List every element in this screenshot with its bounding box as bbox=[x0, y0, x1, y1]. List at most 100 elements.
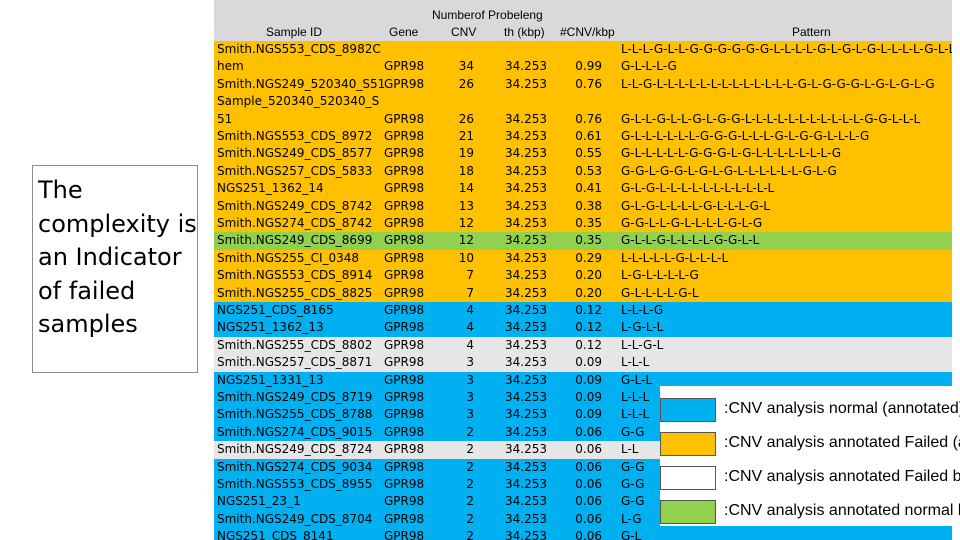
pattern-cell: L-L-G-L-L-L-L-L-L-L-L-L-L-L-L-L-G-L-G-G-… bbox=[621, 76, 935, 91]
probe-length-cell: 34.253 bbox=[505, 494, 547, 509]
cnv-count-cell: 19 bbox=[458, 146, 474, 161]
probe-length-cell: 34.253 bbox=[505, 390, 547, 404]
sample-id-cell: NGS251_CDS_8165 bbox=[217, 303, 334, 317]
sample-id-cell: Smith.NGS255_CI_0348 bbox=[217, 250, 360, 265]
sample-id-cell: Smith.NGS249_CDS_8719 bbox=[217, 390, 373, 404]
cnv-per-kbp-cell: 0.12 bbox=[575, 337, 602, 352]
pattern-cell: L-G-L-L bbox=[621, 320, 664, 335]
table-row: Smith.NGS257_CDS_8871 GPR98 3 34.253 0.09 L-L… bbox=[214, 354, 952, 372]
gene-cell: GPR98 bbox=[384, 511, 425, 526]
table-row: Smith.NGS255_CDS_8802 GPR98 4 34.253 0.12 L-L… bbox=[214, 336, 952, 355]
probe-length-cell: 34.253 bbox=[505, 181, 547, 196]
gene-cell: GPR98 bbox=[384, 442, 425, 457]
sample-id-cell: 51 bbox=[217, 111, 233, 126]
pattern-cell: G-G-L-L-G-L-L-L-L-G-L-G bbox=[621, 216, 763, 230]
probe-length-cell: 34.253 bbox=[505, 477, 547, 491]
gene-cell: GPR98 bbox=[384, 59, 425, 74]
cnv-count-cell: 13 bbox=[458, 198, 474, 213]
cnv-per-kbp-cell: 0.55 bbox=[575, 146, 602, 161]
sample-id-cell: NGS251_CDS_8141 bbox=[217, 529, 334, 540]
cnv-per-kbp-cell: 0.09 bbox=[575, 407, 602, 422]
probe-length-cell: 34.253 bbox=[505, 337, 547, 352]
cnv-per-kbp-cell: 0.09 bbox=[575, 390, 602, 404]
table-row: Smith.NGS249_CDS_8742 GPR98 13 34.253 0.38 G-… bbox=[214, 197, 952, 215]
sample-id-cell: NGS251_1362_14 bbox=[217, 181, 324, 196]
legend-label: :CNV analysis normal (annotated) bbox=[724, 400, 960, 417]
gene-cell: GPR98 bbox=[384, 163, 425, 178]
cnv-per-kbp-cell: 0.06 bbox=[575, 424, 602, 439]
probe-length-cell: 34.253 bbox=[505, 303, 547, 317]
cnv-count-cell: 26 bbox=[458, 76, 474, 91]
pattern-cell: L-G-L-L-L-L-G bbox=[621, 268, 699, 283]
probe-length-cell: 34.253 bbox=[505, 442, 547, 457]
gene-cell: GPR98 bbox=[384, 146, 425, 161]
table-row: Smith.NGS553_CDS_8914 GPR98 7 34.253 0.20 L-G… bbox=[214, 267, 952, 285]
probe-length-cell: 34.253 bbox=[505, 59, 547, 74]
cnv-count-cell: 12 bbox=[458, 216, 474, 230]
gene-cell: GPR98 bbox=[384, 198, 425, 213]
sample-id-cell: Smith.NGS257_CDS_8871 bbox=[217, 355, 373, 370]
gene-cell: GPR98 bbox=[384, 494, 425, 509]
pattern-cell: L-L-L bbox=[621, 355, 650, 370]
sample-id-cell: Smith.NGS249_520340_S51 bbox=[217, 76, 386, 91]
cnv-count-cell: 34 bbox=[458, 59, 474, 74]
probe-length-cell: 34.253 bbox=[505, 233, 547, 248]
table-row: Smith.NGS255_CI_0348 GPR98 10 34.253 0.29 L-L… bbox=[214, 249, 952, 268]
probe-length-cell: 34.253 bbox=[505, 163, 547, 178]
pattern-cell: G-G bbox=[621, 459, 645, 474]
probe-length-cell: 34.253 bbox=[505, 372, 547, 387]
cnv-per-kbp-cell: 0.35 bbox=[575, 233, 602, 248]
pattern-cell: G-L-L-L-G bbox=[621, 59, 677, 74]
cnv-count-cell: 2 bbox=[466, 424, 474, 439]
cnv-count-cell: 21 bbox=[458, 129, 474, 143]
cnv-count-cell: 4 bbox=[466, 337, 474, 352]
probe-length-cell: 34.253 bbox=[505, 111, 547, 126]
cnv-per-kbp-cell: 0.12 bbox=[575, 303, 602, 317]
cnv-per-kbp-cell: 0.12 bbox=[575, 320, 602, 335]
cnv-per-kbp-cell: 0.38 bbox=[575, 198, 602, 213]
probe-length-cell: 34.253 bbox=[505, 355, 547, 370]
legend-item: :CNV analysis annotated normal bu bbox=[660, 500, 960, 530]
pattern-cell: G-L-L-G-L-L-G-L-G-G-L-L-L-L-L-L-L-L-L-L-… bbox=[621, 111, 921, 126]
gene-cell: GPR98 bbox=[384, 320, 425, 335]
cnv-per-kbp-cell: 0.06 bbox=[575, 459, 602, 474]
probe-length-cell: 34.253 bbox=[505, 198, 547, 213]
cnv-count-cell: 2 bbox=[466, 529, 474, 540]
cnv-count-cell: 3 bbox=[466, 372, 474, 387]
cnv-count-cell: 7 bbox=[466, 268, 474, 283]
cnv-per-kbp-cell: 0.09 bbox=[575, 355, 602, 370]
cnv-count-cell: 18 bbox=[458, 163, 474, 178]
table-row: Smith.NGS553_CDS_8972 GPR98 21 34.253 0.61 G-… bbox=[214, 128, 952, 146]
probe-length-cell: 34.253 bbox=[505, 129, 547, 143]
cnv-per-kbp-cell: 0.06 bbox=[575, 511, 602, 526]
probe-length-cell: 34.253 bbox=[505, 511, 547, 526]
gene-cell: GPR98 bbox=[384, 76, 425, 91]
header-ratio: #CNV/kbp bbox=[560, 25, 615, 39]
header-pattern: Pattern bbox=[792, 25, 831, 39]
legend-item: :CNV analysis normal (annotated) bbox=[660, 398, 960, 428]
header-sample-id: Sample ID bbox=[266, 25, 323, 39]
probe-length-cell: 34.253 bbox=[505, 268, 547, 283]
gene-cell: GPR98 bbox=[384, 459, 425, 474]
cnv-count-cell: 2 bbox=[466, 494, 474, 509]
sample-id-cell: Smith.NGS255_CDS_8802 bbox=[217, 337, 373, 352]
gene-cell: GPR98 bbox=[384, 355, 425, 370]
sample-id-cell: Smith.NGS274_CDS_9015 bbox=[217, 424, 373, 439]
table-row: Smith.NGS249_520340_S51 GPR98 26 34.253 0.76… bbox=[214, 75, 952, 94]
table-row: Smith.NGS249_CDS_8577 GPR98 19 34.253 0.55 G-… bbox=[214, 145, 952, 163]
pattern-cell: G-L-G-L-L-L-L-G-L-L-L-G-L bbox=[621, 198, 770, 213]
sample-id-cell: Sample_520340_520340_S bbox=[217, 94, 380, 109]
probe-length-cell: 34.253 bbox=[505, 529, 547, 540]
cnv-per-kbp-cell: 0.09 bbox=[575, 372, 602, 387]
cnv-per-kbp-cell: 0.06 bbox=[575, 529, 602, 540]
cnv-per-kbp-cell: 0.20 bbox=[575, 285, 602, 300]
cnv-count-cell: 2 bbox=[466, 511, 474, 526]
pattern-cell: G-L-L-G-L-L-L-L-G-G-L-L bbox=[621, 233, 760, 248]
probe-length-cell: 34.253 bbox=[505, 250, 547, 265]
table-row: 51 GPR98 26 34.253 0.76 G-L-L-G-L-L-G-L-G-G-L… bbox=[214, 110, 952, 128]
gene-cell: GPR98 bbox=[384, 407, 425, 422]
gene-cell: GPR98 bbox=[384, 529, 425, 540]
header-probe-length: Numberof Probeleng bbox=[432, 8, 543, 22]
table-row: Smith.NGS249_CDS_8699 GPR98 12 34.253 0.35 G-… bbox=[214, 232, 952, 250]
legend-swatch bbox=[660, 398, 716, 422]
